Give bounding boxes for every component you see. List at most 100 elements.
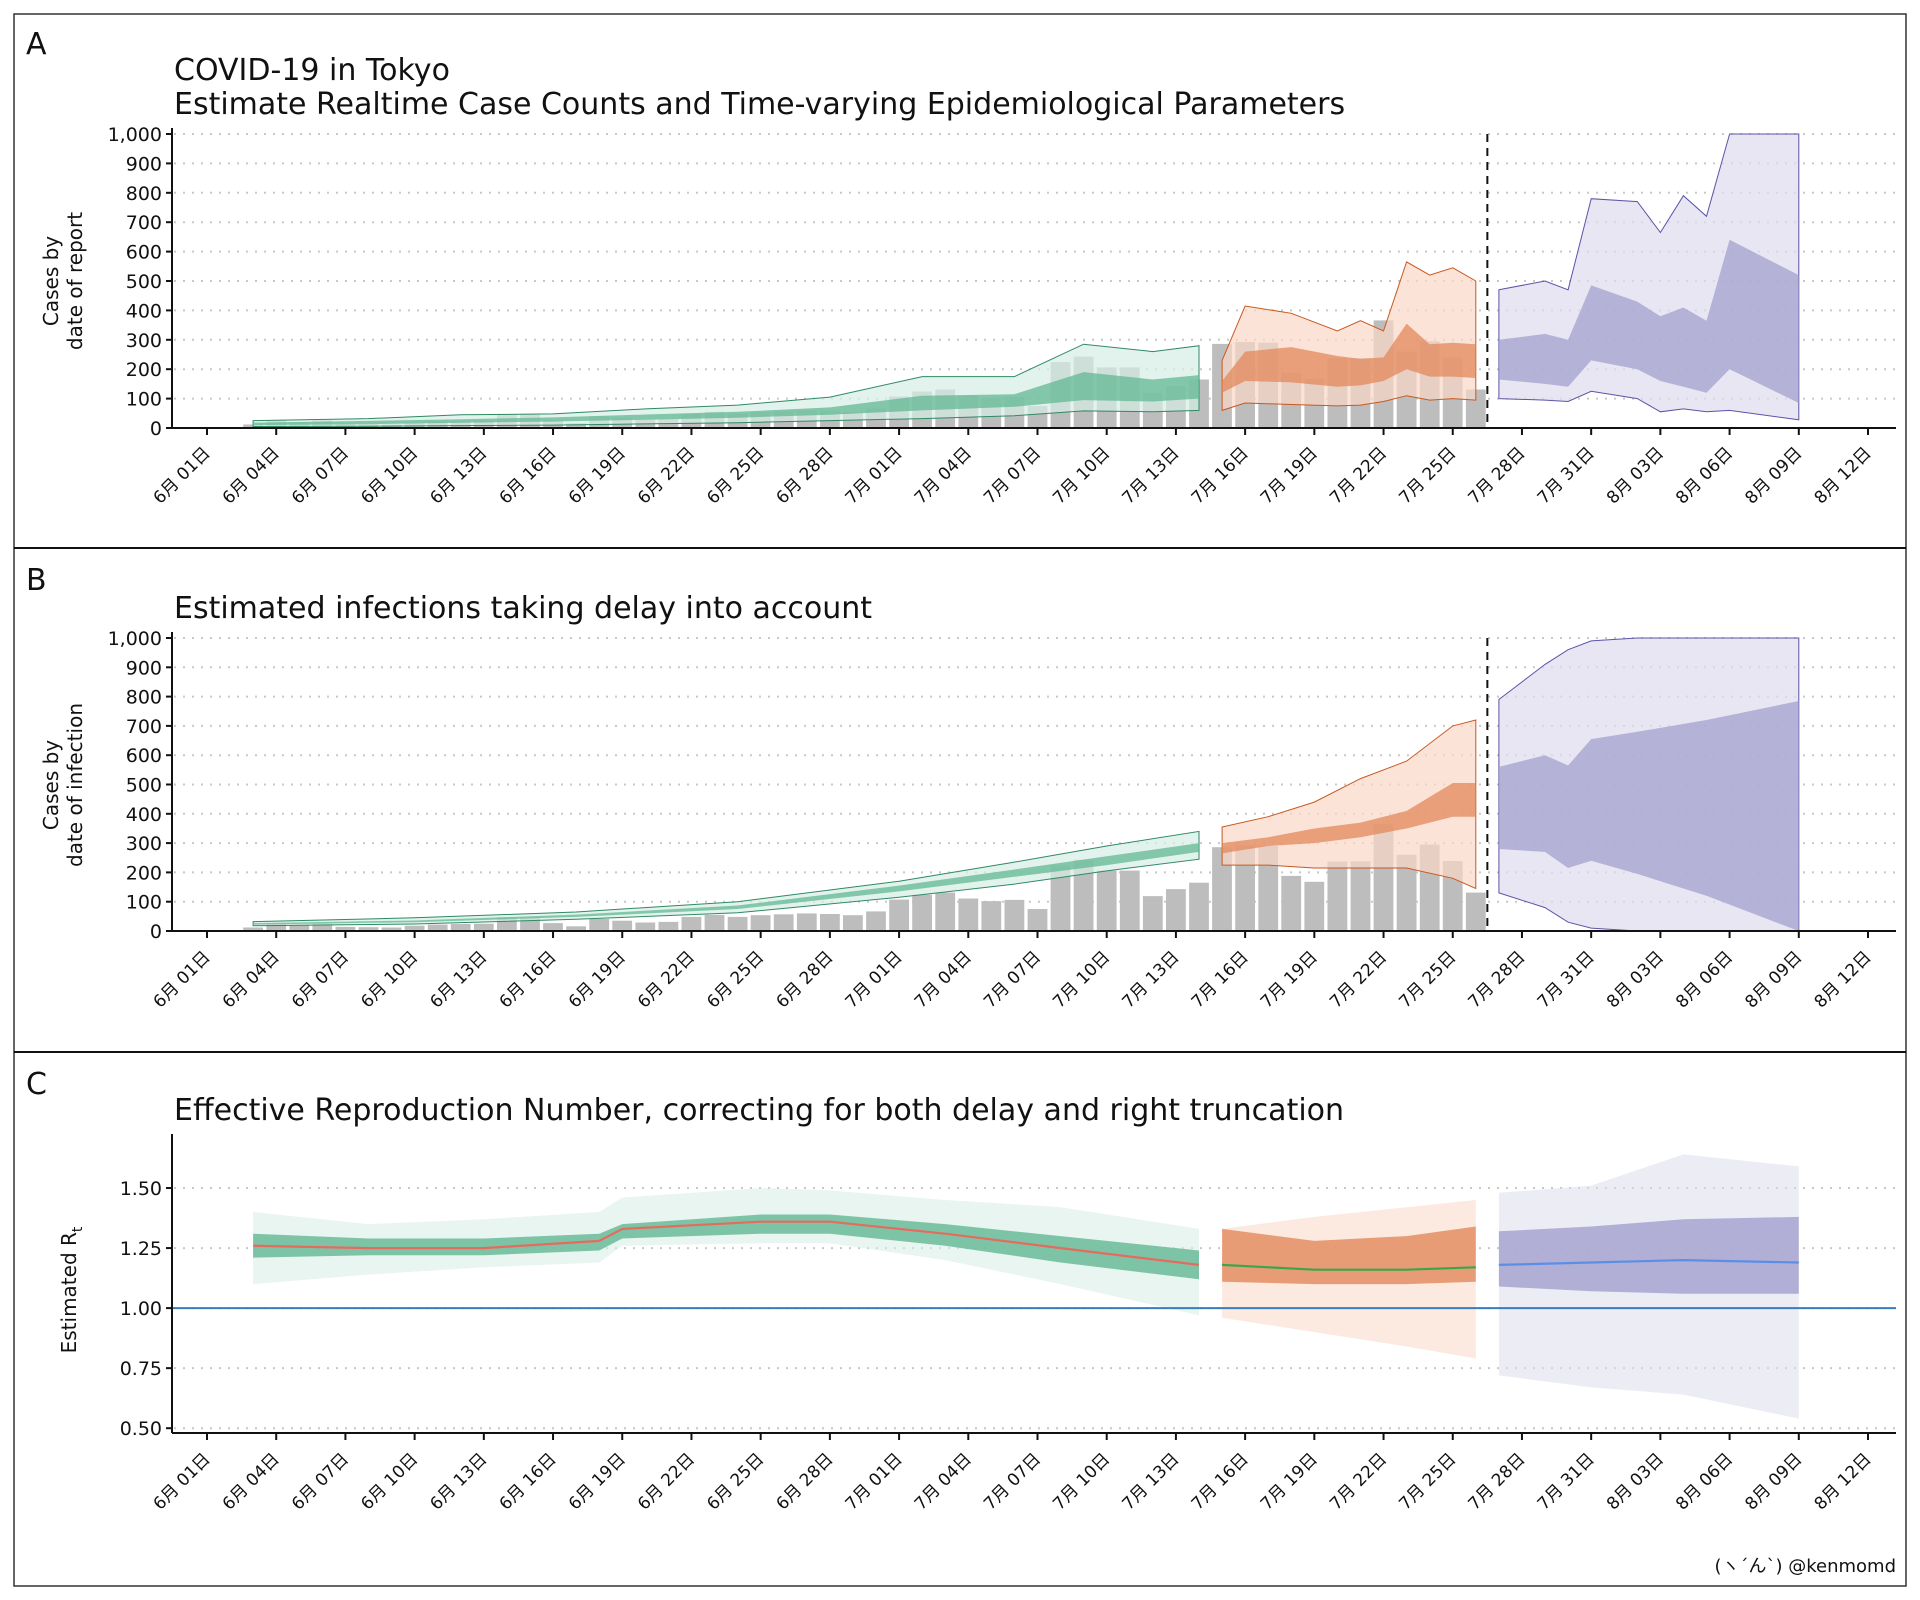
x-tick-label: 8月 03日 <box>1603 443 1668 508</box>
case-bar <box>1073 859 1094 931</box>
ribbon-50-estimate-based-on-partial-data <box>1222 783 1476 854</box>
x-tick-label: 8月 06日 <box>1672 1449 1737 1514</box>
x-tick-label: 7月 07日 <box>980 443 1045 508</box>
y-tick-label: 900 <box>126 153 162 175</box>
x-tick-label: 6月 10日 <box>357 947 422 1012</box>
x-tick-label: 6月 19日 <box>565 947 630 1012</box>
x-tick-label: 7月 04日 <box>911 443 976 508</box>
case-bar <box>381 927 402 931</box>
x-tick-label: 6月 04日 <box>219 947 284 1012</box>
y-axis-label-line: date of infection <box>63 703 87 867</box>
x-tick-label: 7月 13日 <box>1118 947 1183 1012</box>
y-tick-label: 200 <box>126 862 162 884</box>
x-tick-label: 6月 16日 <box>496 947 561 1012</box>
case-bar <box>266 923 287 931</box>
rt-median-line-estimate-based-on-partial-data <box>1222 1263 1476 1271</box>
case-bar <box>358 927 379 931</box>
x-tick-label: 6月 16日 <box>496 443 561 508</box>
case-bar <box>1350 861 1371 931</box>
case-bar <box>750 915 771 931</box>
panel-b-letter: B <box>26 563 47 598</box>
x-tick-label: 6月 25日 <box>703 947 768 1012</box>
rt-median-line-forecast <box>1498 1258 1799 1266</box>
x-tick-label: 6月 07日 <box>288 1449 353 1514</box>
y-tick-label: 1.50 <box>120 1178 162 1200</box>
y-tick-label: 700 <box>126 716 162 738</box>
y-tick-label: 600 <box>126 745 162 767</box>
case-bar <box>889 899 909 931</box>
x-tick-label: 6月 25日 <box>703 443 768 508</box>
case-bar <box>1189 882 1209 931</box>
ribbon-50-forecast <box>1498 239 1799 403</box>
case-bar <box>1281 875 1302 931</box>
x-tick-label: 7月 19日 <box>1257 1449 1322 1514</box>
figure-frame <box>13 13 1907 1587</box>
y-tick-label: 100 <box>126 892 162 914</box>
x-tick-label: 8月 03日 <box>1603 1449 1668 1514</box>
x-tick-label: 7月 04日 <box>911 1449 976 1514</box>
panel-c-title: Effective Reproduction Number, correctin… <box>174 1093 1344 1128</box>
x-tick-label: 8月 09日 <box>1741 947 1806 1012</box>
ribbon-50-forecast <box>1498 701 1799 931</box>
case-bar <box>312 923 333 931</box>
x-tick-label: 6月 22日 <box>634 947 699 1012</box>
x-tick-label: 7月 01日 <box>842 443 907 508</box>
case-bar <box>335 926 356 931</box>
x-tick-label: 7月 31日 <box>1534 443 1599 508</box>
x-tick-label: 7月 19日 <box>1257 947 1322 1012</box>
case-bar <box>1327 861 1348 931</box>
panel-c-reproduction-number: C Effective Reproduction Number, correct… <box>26 1067 1896 1514</box>
ribbon-50-estimate <box>253 843 1200 925</box>
y-tick-label: 500 <box>126 271 162 293</box>
x-tick-label: 7月 10日 <box>1049 947 1114 1012</box>
x-tick-label: 7月 01日 <box>842 1449 907 1514</box>
case-bar <box>796 913 817 931</box>
y-axis-label-subscript: t <box>70 1226 86 1232</box>
case-bar <box>635 922 656 931</box>
case-bar <box>1142 896 1163 931</box>
y-tick-label: 300 <box>126 330 162 352</box>
case-bar <box>1096 870 1117 931</box>
x-tick-label: 6月 28日 <box>772 443 837 508</box>
case-bar <box>1304 881 1325 931</box>
y-axis-label: Estimated Rt <box>57 1226 86 1353</box>
panel-a-cases-by-report: A COVID-19 in Tokyo Estimate Realtime Ca… <box>26 27 1896 508</box>
y-tick-label: 800 <box>126 183 162 205</box>
case-bar <box>612 920 633 931</box>
case-bar <box>289 925 310 931</box>
y-axis-label-line: Cases by <box>39 740 63 830</box>
x-tick-label: 7月 16日 <box>1188 443 1253 508</box>
y-tick-label: 900 <box>126 657 162 679</box>
panel-a-title: COVID-19 in Tokyo <box>174 53 450 88</box>
case-bar <box>981 901 1002 931</box>
x-tick-label: 6月 01日 <box>150 443 215 508</box>
ribbon-90-estimate-based-on-partial-data <box>1221 261 1477 412</box>
y-tick-label: 1.25 <box>120 1238 162 1260</box>
y-tick-label: 0.50 <box>120 1418 162 1440</box>
y-tick-label: 400 <box>126 804 162 826</box>
case-bar <box>866 911 886 931</box>
case-bar <box>404 925 425 931</box>
case-bar <box>958 898 979 931</box>
x-tick-label: 8月 06日 <box>1672 947 1737 1012</box>
panel-b-plot: 0 100 200 300 400 500 600 700 800 900 1,000 Cases b… <box>39 628 1896 1012</box>
case-bar <box>1050 865 1071 931</box>
credit-text: (ヽ´ん`) @kenmomd <box>1714 1556 1896 1577</box>
x-tick-label: 6月 13日 <box>426 947 491 1012</box>
panel-b-title: Estimated infections taking delay into a… <box>174 591 872 626</box>
case-bar <box>912 894 932 931</box>
x-tick-label: 6月 07日 <box>288 443 353 508</box>
x-tick-label: 7月 01日 <box>842 947 907 1012</box>
y-tick-label: 100 <box>126 389 162 411</box>
case-bar <box>820 914 840 931</box>
x-tick-label: 6月 10日 <box>357 1449 422 1514</box>
x-tick-label: 6月 28日 <box>772 947 837 1012</box>
case-bar <box>704 914 725 931</box>
x-tick-label: 6月 19日 <box>565 1449 630 1514</box>
x-tick-label: 6月 22日 <box>634 443 699 508</box>
y-axis-label-line: Cases by <box>39 236 63 326</box>
y-tick-label: 800 <box>126 687 162 709</box>
y-axis-label-line: date of report <box>63 212 87 350</box>
rt-median-line-estimate <box>253 1220 1200 1266</box>
